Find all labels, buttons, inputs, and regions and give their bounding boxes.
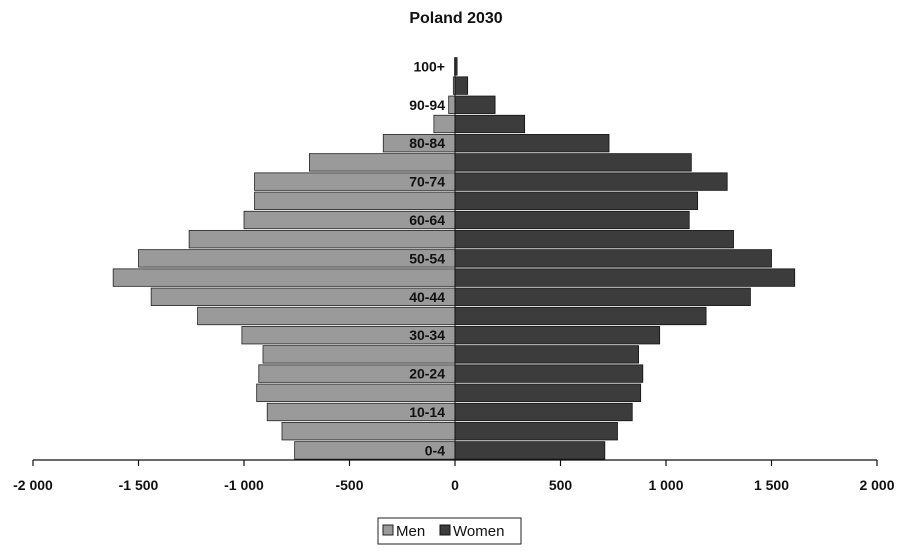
age-label-30-34: 30-34 <box>409 327 445 343</box>
women-bar-30-34 <box>455 326 660 344</box>
women-bars <box>455 58 795 460</box>
age-label-50-54: 50-54 <box>409 250 445 266</box>
men-bar-25-29 <box>263 346 455 364</box>
women-bar-20-24 <box>455 365 643 383</box>
age-label-80-84: 80-84 <box>409 135 445 151</box>
chart-title: Poland 2030 <box>409 10 502 27</box>
x-tick-label: 2 000 <box>859 477 894 493</box>
men-bar-45-49 <box>113 269 455 287</box>
x-tick-label: -500 <box>335 477 363 493</box>
men-bar-90-94 <box>449 96 455 114</box>
women-bar-80-84 <box>455 134 609 152</box>
women-bar-55-59 <box>455 230 734 248</box>
women-bar-45-49 <box>455 269 795 287</box>
x-tick-label: 1 000 <box>648 477 683 493</box>
age-label-60-64: 60-64 <box>409 212 445 228</box>
legend-swatch-men <box>383 525 393 535</box>
legend-swatch-women <box>440 525 450 535</box>
men-bar-65-69 <box>255 192 455 210</box>
men-bar-5-9 <box>282 422 455 440</box>
men-bar-85-89 <box>434 115 455 133</box>
men-bar-35-39 <box>198 307 455 325</box>
men-bar-15-19 <box>257 384 455 402</box>
women-bar-95-99 <box>455 77 468 95</box>
age-label-20-24: 20-24 <box>409 366 445 382</box>
men-bar-50-54 <box>139 250 456 268</box>
women-bar-25-29 <box>455 346 639 364</box>
women-bar-10-14 <box>455 403 632 421</box>
women-bar-65-69 <box>455 192 698 210</box>
legend-label-men: Men <box>396 523 425 540</box>
legend-label-women: Women <box>453 523 504 540</box>
women-bar-90-94 <box>455 96 495 114</box>
men-bars <box>113 58 455 460</box>
women-bar-15-19 <box>455 384 641 402</box>
x-tick-label: 0 <box>451 477 459 493</box>
age-label-40-44: 40-44 <box>409 289 445 305</box>
x-tick-label: -1 500 <box>119 477 159 493</box>
x-tick-label: 500 <box>549 477 573 493</box>
women-bar-40-44 <box>455 288 750 306</box>
age-label-90-94: 90-94 <box>409 97 445 113</box>
women-bar-0-4 <box>455 442 605 460</box>
women-bar-5-9 <box>455 422 617 440</box>
age-label-0-4: 0-4 <box>425 442 445 458</box>
x-tick-label: -1 000 <box>224 477 264 493</box>
legend: Men Women <box>378 518 521 544</box>
women-bar-35-39 <box>455 307 706 325</box>
age-label-70-74: 70-74 <box>409 174 445 190</box>
women-bar-75-79 <box>455 154 691 172</box>
men-bar-75-79 <box>309 154 455 172</box>
women-bar-60-64 <box>455 211 689 229</box>
women-bar-50-54 <box>455 250 772 268</box>
age-label-10-14: 10-14 <box>409 404 445 420</box>
women-bar-70-74 <box>455 173 727 191</box>
age-label-100+: 100+ <box>413 58 445 74</box>
x-tick-label: 1 500 <box>754 477 789 493</box>
men-bar-55-59 <box>189 230 455 248</box>
x-tick-label: -2 000 <box>13 477 53 493</box>
women-bar-85-89 <box>455 115 525 133</box>
